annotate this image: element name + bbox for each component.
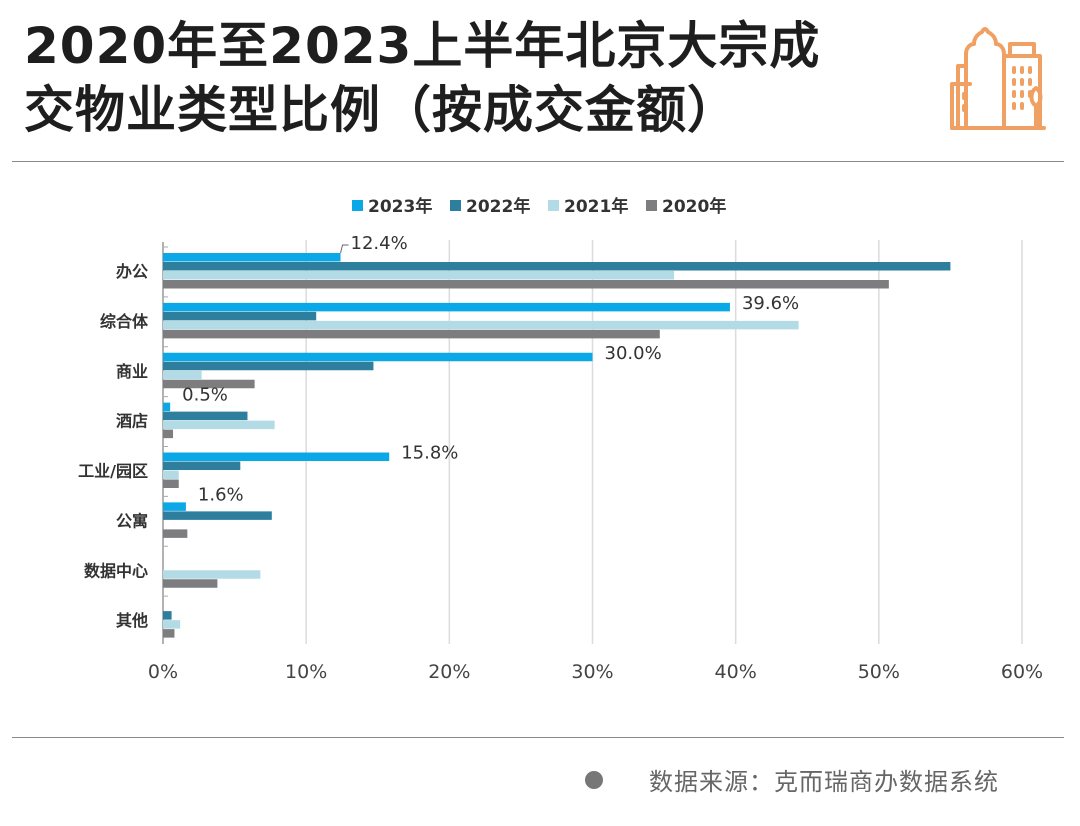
bar <box>163 611 172 620</box>
x-tick-label: 30% <box>571 661 613 683</box>
bar <box>163 402 171 412</box>
category-label: 工业/园区 <box>78 462 148 481</box>
bar <box>163 529 188 538</box>
bar <box>163 420 275 430</box>
category-label: 其他 <box>116 611 148 630</box>
bar <box>163 253 341 262</box>
bar <box>163 629 175 638</box>
x-tick-label: 50% <box>858 661 900 683</box>
bar <box>163 479 179 488</box>
data-label: 12.4% <box>351 233 408 254</box>
x-tick-label: 20% <box>428 661 470 683</box>
category-label: 数据中心 <box>84 561 148 580</box>
title-line-2: 交物业类型比例（按成交金额） <box>24 81 738 139</box>
category-label: 商业 <box>116 362 148 381</box>
category-label: 综合体 <box>100 312 149 331</box>
bar <box>163 379 255 389</box>
header-divider <box>12 161 1064 162</box>
bar <box>163 302 730 312</box>
bar <box>163 452 390 461</box>
circle-bullet-icon <box>585 770 603 789</box>
bar <box>163 429 174 439</box>
bar <box>163 470 179 479</box>
x-tick-label: 0% <box>148 661 178 683</box>
bar <box>163 461 241 470</box>
category-label: 公寓 <box>116 511 148 530</box>
bar <box>163 271 675 280</box>
x-tick-label: 60% <box>1001 661 1043 683</box>
x-tick-label: 40% <box>715 661 757 683</box>
legend-swatch <box>450 200 461 211</box>
data-label: 15.8% <box>401 443 458 464</box>
bar <box>163 361 374 371</box>
data-label: 30.0% <box>605 343 662 364</box>
source-text: 数据来源：克而瑞商办数据系统 <box>649 768 999 796</box>
data-label: 39.6% <box>742 293 799 314</box>
bar <box>163 579 218 588</box>
legend-swatch <box>646 200 657 211</box>
legend-label: 2022年 <box>466 196 530 217</box>
bar <box>163 620 181 629</box>
bar <box>163 262 951 271</box>
bar <box>163 320 799 330</box>
bar <box>163 311 317 321</box>
category-label: 酒店 <box>116 412 148 431</box>
building-icon <box>950 27 1046 130</box>
x-tick-label: 10% <box>285 661 327 683</box>
data-label: 0.5% <box>182 385 228 406</box>
bar <box>163 511 272 520</box>
bar <box>163 502 186 511</box>
source-note: 数据来源：克而瑞商办数据系统 <box>585 762 999 797</box>
bar <box>163 329 660 339</box>
bar <box>163 352 593 362</box>
footer-divider <box>12 737 1064 738</box>
bar <box>163 570 261 579</box>
legend-swatch <box>548 200 559 211</box>
legend-swatch <box>352 200 363 211</box>
bar <box>163 370 202 380</box>
bar-chart: 0% 10% 20% 30% 40% 50% 60% 2023年 2022年 2021年 2020年… <box>78 196 1043 683</box>
legend-label: 2023年 <box>368 196 432 217</box>
legend-label: 2020年 <box>662 196 726 217</box>
title-line-1: 2020年至2023上半年北京大宗成 <box>24 17 821 75</box>
page-title: 2020年至2023上半年北京大宗成 交物业类型比例（按成交金额） <box>24 14 924 142</box>
bar <box>163 411 248 421</box>
bar <box>163 280 889 289</box>
legend-label: 2021年 <box>564 196 628 217</box>
label-leader-line <box>340 244 349 254</box>
data-label: 1.6% <box>198 484 244 505</box>
category-label: 办公 <box>116 262 148 281</box>
